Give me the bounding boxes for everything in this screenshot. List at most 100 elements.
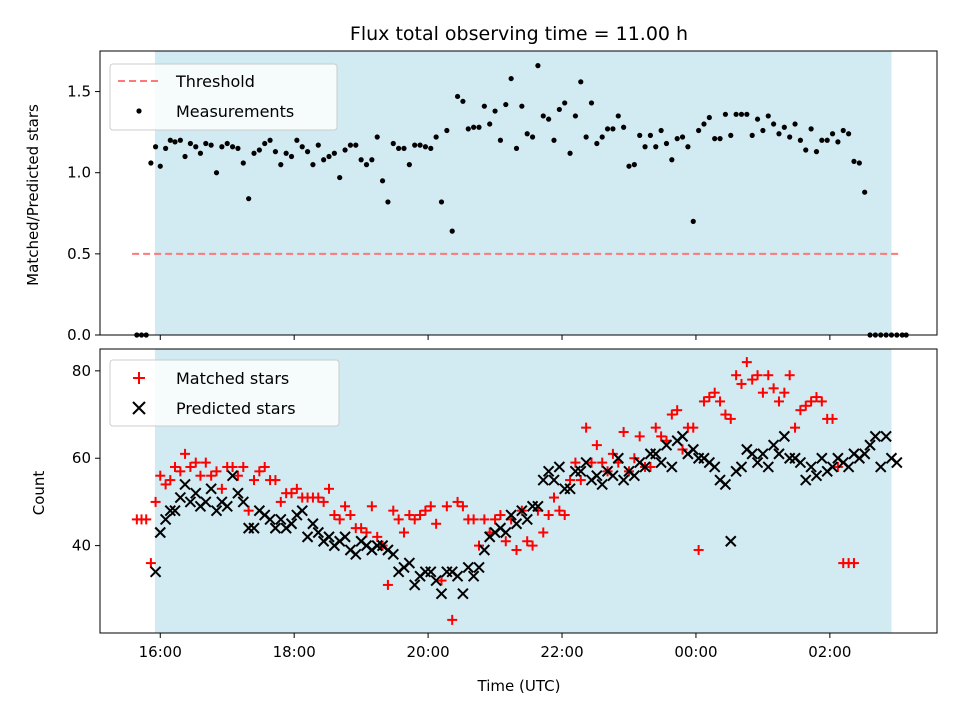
matched-star-marker bbox=[180, 448, 191, 459]
measurement-point bbox=[454, 93, 461, 100]
measurement-point bbox=[385, 199, 391, 205]
measurement-point bbox=[583, 134, 589, 140]
measurement-point bbox=[696, 127, 702, 134]
measurement-point bbox=[803, 147, 809, 153]
measurement-point bbox=[760, 127, 766, 134]
measurement-point bbox=[733, 111, 739, 117]
bottom-y-axis: 40 60 80 bbox=[72, 362, 100, 555]
measurement-point bbox=[610, 126, 616, 132]
measurement-point bbox=[717, 136, 723, 142]
measurement-point bbox=[771, 121, 777, 127]
measurement-point bbox=[315, 142, 321, 148]
predicted-star-marker bbox=[805, 461, 817, 473]
predicted-star-marker bbox=[735, 461, 748, 473]
measurement-point bbox=[294, 137, 300, 143]
matched-star-marker bbox=[291, 483, 302, 494]
matched-star-marker bbox=[340, 501, 351, 512]
measurement-point bbox=[524, 131, 530, 137]
predicted-star-marker bbox=[660, 439, 673, 451]
measurement-point bbox=[819, 137, 825, 143]
measurement-point bbox=[465, 126, 471, 132]
measurement-point bbox=[840, 127, 846, 134]
measurement-point bbox=[401, 145, 407, 151]
measurement-point bbox=[390, 140, 396, 147]
measurement-point bbox=[835, 139, 841, 145]
top-x-ticks bbox=[159, 335, 831, 340]
measurement-point bbox=[267, 137, 273, 143]
predicted-star-marker bbox=[457, 587, 469, 600]
matched-star-marker bbox=[286, 488, 297, 499]
measurement-point bbox=[647, 132, 654, 138]
matched-star-marker bbox=[827, 413, 838, 424]
matched-star-marker bbox=[185, 461, 196, 472]
matched-star-marker bbox=[559, 510, 570, 521]
measurement-point bbox=[417, 142, 423, 148]
measurement-point bbox=[856, 160, 862, 166]
measurement-point bbox=[412, 142, 418, 148]
predicted-star-marker bbox=[301, 531, 314, 543]
measurement-point bbox=[374, 134, 380, 140]
matched-star-marker bbox=[441, 501, 452, 512]
matched-star-marker bbox=[345, 510, 356, 521]
measurement-point bbox=[846, 131, 852, 137]
matched-star-marker bbox=[141, 514, 152, 525]
matched-star-marker bbox=[313, 492, 324, 503]
measurement-point bbox=[347, 142, 354, 148]
measurement-point bbox=[197, 150, 204, 156]
matched-star-marker bbox=[816, 396, 827, 407]
bottom-panel: 40 60 80 16:00 18:00 20:00 22:00 00:00 02:00 Co… bbox=[30, 348, 938, 695]
predicted-star-marker bbox=[746, 448, 758, 460]
top-legend-box bbox=[109, 63, 338, 131]
matched-star-marker bbox=[415, 510, 426, 521]
measurement-point bbox=[594, 140, 600, 147]
predicted-star-marker bbox=[264, 513, 276, 526]
measurement-point bbox=[808, 126, 814, 132]
measurement-point bbox=[588, 100, 595, 106]
measurement-point bbox=[396, 145, 402, 151]
matched-star-marker bbox=[795, 405, 806, 416]
matched-star-marker bbox=[779, 387, 790, 398]
matched-star-marker bbox=[656, 431, 667, 442]
measurement-point bbox=[278, 162, 284, 168]
predicted-star-marker bbox=[205, 483, 217, 495]
legend-predicted-swatch bbox=[132, 401, 146, 415]
measurement-point bbox=[701, 121, 707, 127]
predicted-star-marker bbox=[725, 535, 737, 547]
measurement-point bbox=[535, 63, 541, 69]
measurement-points bbox=[134, 63, 909, 338]
bottom-y-tick-label: 80 bbox=[72, 362, 91, 380]
measurement-point bbox=[754, 116, 761, 122]
x-tick-label: 20:00 bbox=[406, 643, 449, 661]
predicted-star-marker bbox=[226, 470, 239, 482]
matched-star-marker bbox=[160, 479, 171, 490]
predicted-star-marker bbox=[350, 548, 362, 561]
measurement-point bbox=[599, 134, 605, 140]
measurement-point bbox=[631, 162, 637, 168]
measurement-point bbox=[781, 124, 787, 130]
measurement-point bbox=[449, 228, 455, 234]
matched-star-marker bbox=[479, 514, 490, 525]
measurement-point bbox=[321, 157, 327, 163]
measurement-point bbox=[765, 113, 771, 119]
predicted-star-marker bbox=[580, 456, 592, 469]
matched-star-marker bbox=[457, 501, 468, 512]
predicted-star-marker bbox=[179, 478, 191, 491]
x-tick-label: 18:00 bbox=[273, 643, 316, 661]
matched-star-marker bbox=[565, 475, 576, 486]
matched-star-marker bbox=[784, 370, 795, 381]
measurement-point bbox=[177, 137, 183, 143]
predicted-star-marker bbox=[500, 526, 512, 539]
measurement-point bbox=[331, 150, 337, 156]
predicted-star-marker bbox=[323, 531, 335, 543]
matched-star-marker bbox=[688, 422, 699, 433]
measurement-point bbox=[369, 157, 375, 163]
measurement-point bbox=[674, 136, 680, 142]
measurement-point bbox=[310, 162, 316, 168]
predicted-star-marker bbox=[800, 474, 812, 486]
predicted-star-marker bbox=[869, 430, 882, 443]
matched-star-marker bbox=[275, 496, 286, 507]
top-panel-frame bbox=[99, 50, 938, 336]
matched-star-marker bbox=[190, 457, 201, 468]
predicted-star-marker bbox=[639, 461, 651, 473]
measurement-point bbox=[152, 144, 159, 150]
